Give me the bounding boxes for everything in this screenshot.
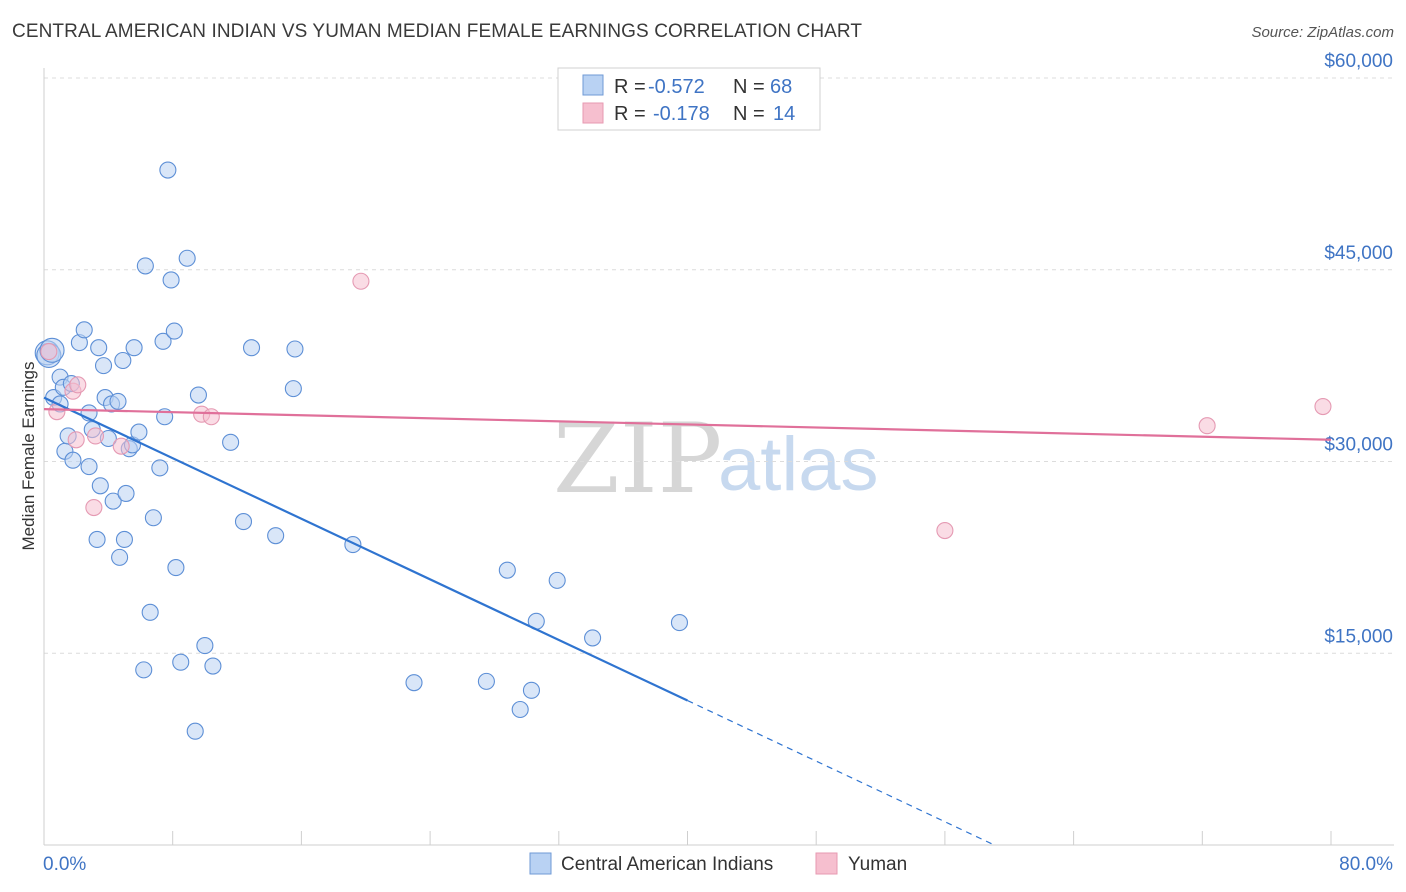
point-central-american-indians [154, 332, 172, 350]
point-yuman [86, 427, 105, 445]
point-central-american-indians [172, 653, 190, 671]
y-tick-label: $45,000 [1324, 243, 1393, 264]
y-tick-label: $60,000 [1324, 51, 1393, 72]
point-central-american-indians [91, 477, 109, 495]
point-central-american-indians [284, 380, 302, 398]
point-central-american-indians [111, 548, 129, 566]
point-yuman [202, 408, 220, 426]
point-central-american-indians [104, 492, 122, 510]
bottom-legend-swatch-pink [815, 852, 838, 875]
point-central-american-indians [75, 321, 93, 339]
axes [43, 68, 1394, 846]
point-yuman [1198, 417, 1216, 435]
point-central-american-indians [109, 392, 127, 410]
point-central-american-indians [162, 271, 180, 289]
point-central-american-indians [117, 484, 135, 503]
point-central-american-indians [242, 339, 261, 357]
point-central-american-indians [114, 351, 132, 370]
legend-r-label-pink: R = [614, 103, 646, 125]
legend-r-value-blue: -0.572 [648, 76, 705, 98]
point-yuman [112, 437, 130, 455]
point-central-american-indians [167, 559, 185, 577]
point-central-american-indians [196, 637, 214, 655]
point-central-american-indians [64, 451, 82, 469]
point-central-american-indians [286, 340, 304, 358]
point-central-american-indians [477, 672, 495, 690]
bottom-legend-label-blue: Central American Indians [561, 854, 773, 875]
y-axis-label: Median Female Earnings [19, 362, 38, 551]
y-tick-label: $30,000 [1324, 435, 1393, 456]
legend-n-value-pink: 14 [773, 103, 795, 125]
point-central-american-indians [130, 423, 148, 441]
source-label: Source: ZipAtlas.com [1251, 24, 1394, 41]
point-central-american-indians [144, 509, 162, 527]
point-yuman [1314, 397, 1332, 416]
point-central-american-indians [136, 257, 154, 275]
watermark-atlas: atlas [718, 422, 879, 507]
point-central-american-indians [204, 657, 222, 675]
point-central-american-indians [80, 458, 98, 476]
point-central-american-indians [94, 357, 113, 375]
point-central-american-indians [151, 459, 169, 477]
legend-r-label-blue: R = [614, 76, 646, 98]
point-central-american-indians [405, 674, 423, 692]
point-central-american-indians [670, 614, 689, 632]
bottom-legend-label-pink: Yuman [848, 854, 907, 875]
point-central-american-indians [178, 249, 196, 267]
legend-swatch-pink [582, 102, 604, 124]
x-tick-label-min: 0.0% [43, 854, 86, 875]
point-central-american-indians [135, 661, 153, 679]
legend-n-value-blue: 68 [770, 76, 792, 98]
point-central-american-indians [222, 433, 240, 451]
legend-n-label-pink: N = [733, 103, 765, 125]
point-central-american-indians [115, 530, 133, 549]
trend-lines [43, 396, 1332, 845]
legend-box: R = -0.572 N = 68 R = -0.178 N = 14 [557, 67, 821, 131]
point-central-american-indians [522, 681, 541, 699]
trend-line-extension [687, 700, 994, 845]
point-central-american-indians [125, 339, 143, 357]
point-yuman [67, 431, 85, 449]
chart-title: CENTRAL AMERICAN INDIAN VS YUMAN MEDIAN … [12, 21, 863, 42]
point-central-american-indians [159, 161, 177, 179]
point-yuman [936, 521, 954, 540]
point-central-american-indians [234, 513, 253, 531]
bottom-legend: Central American Indians Yuman [529, 852, 907, 875]
point-central-american-indians [189, 386, 207, 404]
point-central-american-indians [141, 603, 159, 621]
point-central-american-indians [186, 722, 204, 740]
point-central-american-indians [584, 629, 602, 647]
trend-line-central-american-indians [43, 396, 688, 702]
legend-r-value-pink: -0.178 [653, 103, 710, 125]
trend-line-yuman [43, 407, 1332, 441]
watermark-zip: ZIP [553, 403, 722, 515]
point-yuman [40, 343, 58, 361]
y-tick-labels: $15,000 $30,000 $45,000 $60,000 [1324, 51, 1393, 647]
point-central-american-indians [90, 339, 108, 357]
legend-n-label-blue: N = [733, 76, 765, 98]
point-yuman [69, 376, 87, 394]
legend-swatch-blue [582, 74, 604, 96]
point-central-american-indians [498, 561, 516, 579]
x-tick-label-max: 80.0% [1339, 854, 1393, 875]
point-yuman [85, 498, 103, 517]
y-tick-label: $15,000 [1324, 626, 1393, 647]
point-central-american-indians [88, 530, 106, 549]
point-yuman [352, 272, 370, 290]
point-central-american-indians [511, 700, 529, 719]
point-central-american-indians [165, 322, 183, 340]
point-central-american-indians [267, 527, 285, 545]
bottom-legend-swatch-blue [529, 852, 552, 875]
series-yuman [40, 272, 1332, 540]
gridlines [44, 77, 1394, 654]
point-central-american-indians [548, 571, 566, 589]
